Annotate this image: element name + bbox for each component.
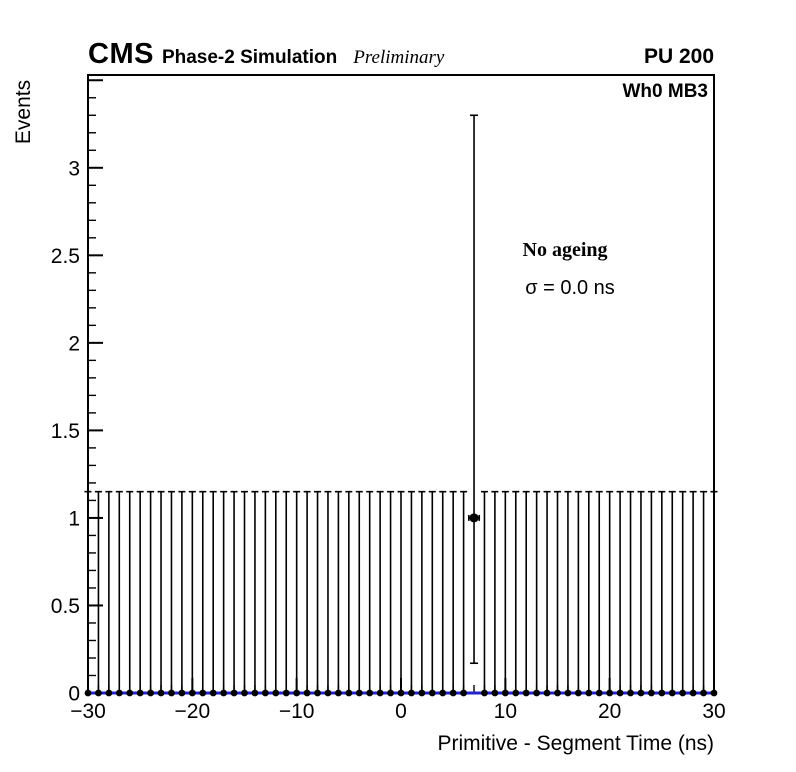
chamber-label: Wh0 MB3: [622, 81, 709, 102]
svg-text:−20: −20: [175, 700, 211, 723]
svg-text:−10: −10: [279, 700, 315, 723]
x-axis-title: Primitive - Segment Time (ns): [437, 732, 714, 755]
svg-text:1.5: 1.5: [51, 420, 80, 443]
svg-text:10: 10: [494, 700, 517, 723]
data-point: [468, 114, 481, 665]
y-axis-title: Events: [12, 79, 35, 145]
data-marker: [469, 513, 479, 523]
sigma-annotation: σ = 0.0 ns: [525, 277, 615, 299]
svg-text:1: 1: [68, 507, 80, 530]
ageing-annotation: No ageing: [522, 239, 608, 261]
svg-text:2: 2: [68, 332, 80, 355]
svg-text:0: 0: [68, 683, 80, 706]
svg-text:30: 30: [702, 700, 725, 723]
y-axis-ticks: 0 0.5 1 1.5 2 2.5 3: [51, 79, 103, 706]
svg-text:2.5: 2.5: [51, 245, 80, 268]
cms-logo-label: CMS: [88, 38, 154, 70]
pileup-label: PU 200: [643, 45, 714, 68]
svg-text:3: 3: [68, 157, 80, 180]
x-axis-ticks: −30 −20 −10 0 10 20 30: [70, 678, 726, 723]
header-row: CMS Phase-2 Simulation Preliminary: [88, 38, 444, 71]
svg-text:−30: −30: [70, 700, 106, 723]
zero-bin-error-bars: [84, 490, 718, 697]
svg-text:0: 0: [395, 700, 407, 723]
svg-text:0.5: 0.5: [51, 595, 80, 618]
simulation-label: Phase-2 Simulation: [161, 47, 338, 68]
svg-text:20: 20: [598, 700, 621, 723]
preliminary-label: Preliminary: [353, 47, 445, 68]
